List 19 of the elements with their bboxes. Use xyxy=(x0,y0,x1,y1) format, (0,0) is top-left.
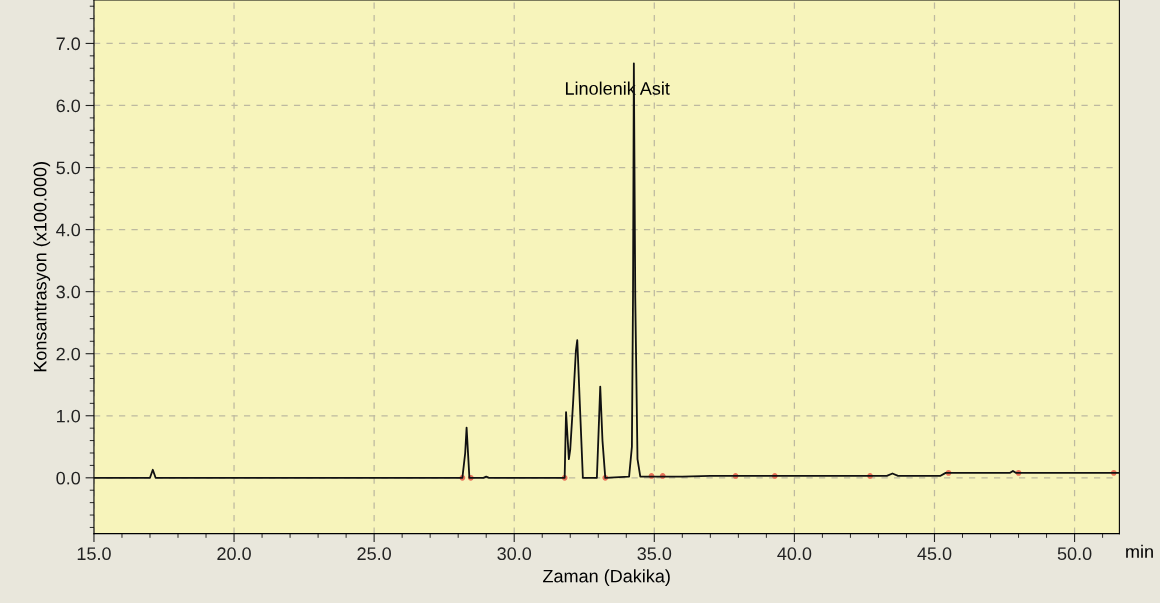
y-tick-label: 2.0 xyxy=(56,347,81,361)
y-axis-title: Konsantrasyon (x100.000) xyxy=(33,162,51,372)
y-tick-label: 0.0 xyxy=(56,471,81,485)
y-tick-label: 1.0 xyxy=(57,409,81,423)
y-tick-label: 7.0 xyxy=(56,37,81,51)
text: min xyxy=(1126,544,1153,558)
x-tick-label: 45.0 xyxy=(917,547,952,561)
y-tick-label: 5.0 xyxy=(56,161,81,175)
x-tick-label: 50.0 xyxy=(1057,547,1092,561)
x-tick-label: 15.0 xyxy=(77,547,111,561)
x-tick-label: 20.0 xyxy=(217,547,251,561)
y-tick-label: 6.0 xyxy=(56,99,81,113)
y-tick-label: 3.0 xyxy=(56,285,81,299)
y-tick-label: 4.0 xyxy=(56,223,81,237)
x-tick-label: 30.0 xyxy=(497,547,532,561)
x-tick-label: 25.0 xyxy=(357,547,391,561)
x-axis-title: Zaman (Dakika) xyxy=(543,569,670,587)
x-tick-label: 35.0 xyxy=(637,547,672,561)
x-tick-label: 40.0 xyxy=(777,547,812,561)
